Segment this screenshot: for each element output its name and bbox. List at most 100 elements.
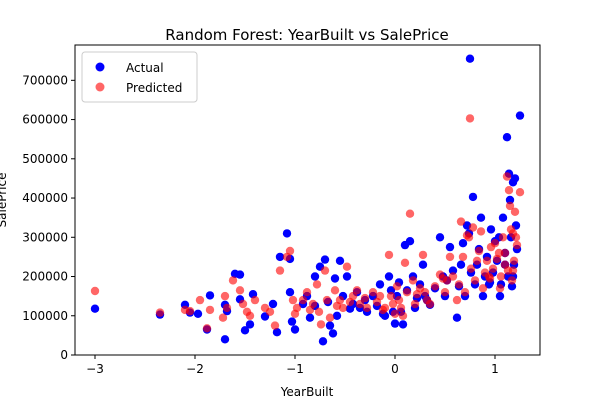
point-actual [435,233,445,242]
point-actual [305,313,315,322]
legend-marker-predicted [95,82,105,92]
point-actual [285,288,295,297]
point-predicted [352,286,362,295]
point-predicted [250,295,260,305]
point-predicted [507,276,517,285]
point-predicted [202,324,212,333]
point-predicted [394,295,404,305]
point-predicted [185,306,195,316]
point-actual [272,328,282,337]
point-predicted [448,272,458,281]
point-predicted [220,291,230,301]
point-predicted [445,252,455,262]
point-predicted [490,239,500,248]
point-predicted [405,209,415,218]
point-predicted [298,295,308,305]
y-tick-label: 200000 [22,270,68,284]
x-tick-label: −3 [86,362,104,376]
point-predicted [476,227,486,236]
point-actual [275,252,285,262]
point-predicted [360,293,370,303]
point-actual [476,213,486,222]
y-axis: 0 100000 200000 300000 400000 500000 600000 700… [22,73,75,362]
point-actual [465,54,475,63]
point-actual [456,260,466,269]
point-predicted [425,299,435,309]
point-predicted [302,288,312,297]
point-predicted [478,284,488,293]
point-actual [318,337,328,346]
point-predicted [495,284,505,293]
point-predicted [500,248,510,258]
point-predicted [222,303,232,313]
point-actual [468,192,478,202]
point-actual [220,335,230,344]
y-tick-label: 100000 [22,309,68,323]
point-predicted [325,313,335,322]
point-predicted [456,217,466,226]
point-actual [375,280,385,289]
point-predicted [388,299,398,309]
point-predicted [338,303,348,313]
point-predicted [265,307,275,316]
point-actual [505,195,515,205]
point-predicted [460,288,470,297]
point-predicted [458,252,468,262]
point-actual [282,229,292,238]
point-predicted [292,303,302,313]
point-predicted [218,313,228,322]
point-actual [342,272,352,281]
point-actual [330,274,340,283]
point-predicted [362,303,372,313]
x-axis: −3 −2 −1 0 1 [86,355,499,376]
point-predicted [496,272,506,281]
point-predicted [505,201,515,211]
point-actual [245,320,255,329]
point-predicted [420,288,430,297]
point-predicted [386,291,396,301]
point-predicted [402,288,412,297]
point-predicted [430,282,440,291]
y-tick-label: 700000 [22,73,68,87]
series-predicted [90,114,525,333]
point-actual [328,329,338,338]
point-predicted [368,288,378,297]
point-predicted [472,256,482,265]
point-predicted [500,260,510,269]
point-predicted [288,295,298,305]
point-predicted [238,299,248,309]
legend-label-predicted: Predicted [126,81,182,95]
point-actual [486,225,496,234]
point-actual [325,321,335,330]
point-actual [507,282,517,291]
x-tick-label: −2 [186,362,204,376]
point-predicted [408,276,418,285]
x-tick-label: 1 [491,362,499,376]
point-actual [335,256,345,265]
y-axis-label: SalePrice [0,173,9,228]
point-predicted [396,303,406,313]
point-actual [235,270,245,279]
chart-title: Random Forest: YearBuilt vs SalePrice [165,26,448,44]
y-tick-label: 600000 [22,113,68,127]
point-predicted [320,266,330,275]
point-predicted [511,233,521,242]
point-predicted [335,295,345,305]
legend-box [81,51,198,103]
point-actual [448,266,458,275]
point-predicted [275,266,285,275]
point-predicted [398,311,408,320]
point-predicted [380,303,390,313]
point-predicted [466,264,476,273]
y-tick-label: 400000 [22,191,68,205]
point-actual [205,291,215,300]
y-tick-label: 500000 [22,152,68,166]
point-actual [452,313,462,322]
point-actual [310,272,320,281]
point-predicted [355,299,365,309]
point-predicted [468,223,478,232]
point-predicted [235,286,245,295]
point-predicted [508,266,518,275]
point-predicted [410,299,420,309]
point-predicted [464,233,474,242]
